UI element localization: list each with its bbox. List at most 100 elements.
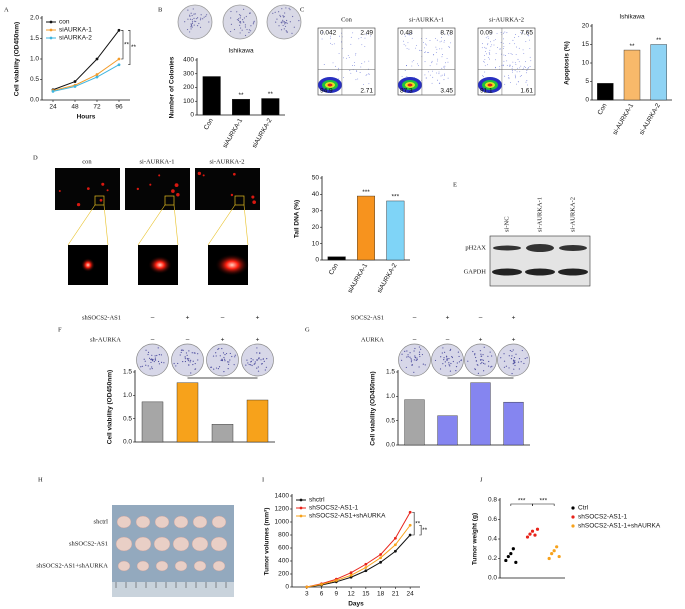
flow-event xyxy=(519,76,521,78)
comet-image xyxy=(195,168,260,210)
scatter-point xyxy=(557,554,561,559)
colony xyxy=(474,353,476,355)
colony xyxy=(484,363,486,365)
colony xyxy=(520,361,522,363)
colony xyxy=(418,353,421,356)
colony xyxy=(253,20,255,22)
flow-event xyxy=(520,32,522,33)
condition-sign: + xyxy=(512,337,516,344)
flow-event xyxy=(411,37,413,39)
flow-event xyxy=(448,47,450,48)
flow-event xyxy=(525,61,526,63)
colony xyxy=(283,21,285,23)
flow-event xyxy=(425,77,427,79)
zoom-line xyxy=(173,204,179,246)
panel-label: A xyxy=(4,6,9,13)
colony xyxy=(239,21,242,23)
colony xyxy=(238,18,240,20)
bar xyxy=(261,98,280,116)
colony xyxy=(512,363,514,365)
colony xyxy=(487,355,489,357)
flow-event xyxy=(487,57,489,58)
colony xyxy=(513,362,515,364)
flow-event xyxy=(487,36,489,38)
y-axis-label: Tail DNA (%) xyxy=(294,200,301,238)
band xyxy=(525,268,555,276)
flow-event xyxy=(432,76,434,78)
comet-cell xyxy=(58,190,61,193)
flow-event xyxy=(510,53,512,54)
bar xyxy=(202,76,221,116)
series-point xyxy=(379,556,383,560)
colony xyxy=(289,9,291,11)
colony xyxy=(286,22,288,24)
flow-event xyxy=(438,71,440,73)
flow-event xyxy=(485,47,487,49)
condition-sign: + xyxy=(446,315,450,322)
colony xyxy=(250,25,252,27)
colony xyxy=(229,359,231,361)
flow-event xyxy=(403,43,405,45)
flow-event xyxy=(484,65,486,67)
condition-sign: + xyxy=(512,315,516,322)
colony xyxy=(192,363,194,366)
x-tick-label: 3 xyxy=(305,591,309,598)
flow-event xyxy=(437,58,439,60)
y-tick-label: 5 xyxy=(585,78,589,85)
colony xyxy=(514,364,516,367)
flow-event xyxy=(518,47,520,49)
tumor xyxy=(155,560,169,572)
comet-cell xyxy=(86,187,90,191)
flow-event xyxy=(364,37,366,39)
flow-event xyxy=(515,64,517,65)
flow-event xyxy=(343,57,344,59)
comet-tail xyxy=(81,258,95,272)
flow-event xyxy=(429,40,431,41)
flow-event xyxy=(424,61,426,63)
colony xyxy=(199,19,202,21)
colony xyxy=(491,355,493,357)
series-line xyxy=(52,58,120,92)
flow-event xyxy=(519,67,521,69)
legend-marker xyxy=(299,506,303,510)
band xyxy=(493,245,521,251)
flow-event xyxy=(447,61,449,63)
bar xyxy=(623,49,641,101)
comet-cell xyxy=(106,189,109,192)
flow-event xyxy=(431,62,433,64)
zoom-box xyxy=(164,195,175,206)
x-axis-label: Days xyxy=(348,601,364,608)
y-tick-label: 0.2 xyxy=(488,555,497,562)
series-line xyxy=(306,524,411,588)
legend-marker xyxy=(571,506,575,510)
series-point xyxy=(73,85,77,88)
colony xyxy=(413,359,415,361)
flow-event xyxy=(519,71,521,73)
flow-event xyxy=(428,52,430,53)
series-point xyxy=(393,549,397,553)
colony xyxy=(234,354,236,356)
colony xyxy=(292,15,294,18)
colony xyxy=(411,364,413,366)
colony xyxy=(252,359,254,361)
condition-sign: + xyxy=(186,315,190,322)
colony xyxy=(195,18,198,20)
comet-cell xyxy=(99,198,103,202)
flow-label: si-AURKA-2 xyxy=(489,16,524,23)
colony xyxy=(511,372,513,375)
flow-event xyxy=(484,71,486,73)
condition-sign: – xyxy=(446,337,450,344)
colony xyxy=(240,22,242,24)
flow-event xyxy=(517,67,518,69)
colony xyxy=(487,365,490,367)
colony xyxy=(442,363,444,365)
y-tick-label: 20 xyxy=(312,224,320,231)
flow-event xyxy=(488,53,490,54)
flow-event xyxy=(407,42,409,44)
tumor xyxy=(116,515,132,529)
flow-event xyxy=(508,77,510,79)
flow-event xyxy=(441,74,443,76)
colony xyxy=(483,370,485,372)
condition-sign: – xyxy=(413,337,417,344)
colony xyxy=(215,352,217,354)
